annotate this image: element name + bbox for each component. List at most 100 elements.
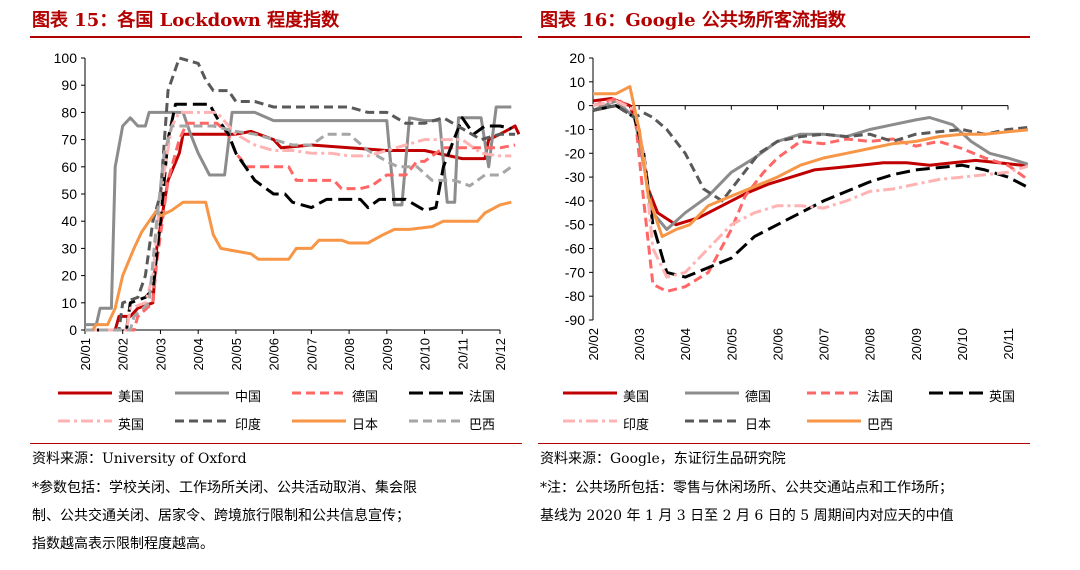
chart-title: 图表 16：Google 公共场所客流指数 (540, 10, 846, 31)
source-rule (30, 443, 522, 444)
y-tick-label: -80 (565, 288, 585, 304)
x-tick-label: 20/04 (678, 328, 693, 361)
y-tick-label: -20 (565, 145, 585, 161)
legend-swatch (292, 391, 346, 395)
x-tick-label: 20/09 (380, 338, 395, 371)
x-tick-label: 20/12 (493, 338, 508, 371)
legend-label: 日本 (352, 418, 379, 433)
x-tick-label: 20/02 (586, 328, 601, 361)
legend-label: 巴西 (867, 418, 894, 433)
source-note: 资料来源：Google，东证衍生品研究院 (540, 451, 786, 467)
y-tick-label: -50 (565, 217, 585, 233)
legend-label: 法国 (867, 390, 894, 405)
y-tick-label: -90 (565, 312, 585, 328)
y-tick-label: 70 (61, 132, 77, 148)
series-line-2 (85, 121, 516, 332)
legend-swatch (175, 391, 229, 395)
series-line-5 (592, 104, 1028, 203)
y-tick-label: 60 (61, 159, 77, 175)
footnote-line-2: 基线为 2020 年 1 月 3 日至 2 月 6 日的 5 周期间内对应天的中… (540, 508, 954, 524)
title-rule (538, 36, 1030, 38)
x-tick-label: 20/03 (632, 328, 647, 361)
y-tick-label: -60 (565, 241, 585, 257)
footnote-line-3: 指数越高表示限制程度越高。 (32, 536, 214, 552)
y-tick-label: -70 (565, 264, 585, 280)
y-tick-label: 50 (61, 186, 77, 202)
source-rule (538, 443, 1030, 444)
x-tick-label: 20/07 (817, 328, 832, 361)
footnote-line-1: *注：公共场所包括：零售与休闲场所、公共交通站点和工作场所； (540, 480, 953, 496)
series-line-4 (592, 99, 1028, 279)
x-tick-label: 20/06 (267, 338, 282, 371)
x-tick-label: 20/05 (229, 338, 244, 371)
y-tick-label: -10 (565, 121, 585, 137)
series-line-0 (85, 124, 520, 332)
y-tick-label: -40 (565, 193, 585, 209)
y-tick-label: 40 (61, 213, 77, 229)
legend-swatch (563, 419, 617, 423)
legend-label: 印度 (235, 418, 262, 433)
legend-swatch (807, 391, 861, 395)
legend-label: 美国 (118, 390, 145, 405)
legend-label: 美国 (623, 390, 650, 405)
lockdown-chart-panel: 图表 15：各国 Lockdown 程度指数 0 10 20 30 40 50 60 70 80… (30, 0, 530, 570)
chart-title: 图表 15：各国 Lockdown 程度指数 (32, 10, 340, 31)
series-line-1 (85, 105, 512, 327)
x-tick-label: 20/10 (955, 328, 970, 361)
legend-swatch (58, 419, 112, 423)
legend-swatch (292, 419, 346, 423)
legend-swatch (409, 419, 463, 423)
y-tick-label: 20 (61, 268, 77, 284)
y-tick-label: 80 (61, 104, 77, 120)
x-tick-label: 20/06 (770, 328, 785, 361)
legend-label: 英国 (118, 418, 145, 433)
legend-swatch (685, 391, 739, 395)
legend-label: 中国 (235, 390, 262, 405)
x-tick-label: 20/04 (191, 338, 206, 371)
y-tick-label: -30 (565, 169, 585, 185)
y-tick-label: 0 (577, 98, 585, 114)
x-tick-label: 20/11 (1001, 328, 1016, 360)
y-tick-label: 100 (54, 50, 78, 66)
legend-swatch (409, 391, 463, 395)
series-line-6 (593, 85, 1028, 239)
mobility-line-chart: -90 -80 -70 -60 -50 -40 -30 -20 -10 0 10 20 20/02 20/… (565, 50, 1028, 361)
x-tick-label: 20/11 (455, 338, 470, 370)
x-tick-label: 20/07 (304, 338, 319, 371)
legend-label: 德国 (352, 390, 379, 405)
legend-swatch (175, 419, 229, 423)
x-tick-label: 20/05 (724, 328, 739, 361)
legend-label: 巴西 (469, 418, 496, 433)
series-line-6 (85, 200, 512, 332)
y-tick-label: 90 (61, 77, 77, 93)
legend-label: 法国 (469, 390, 496, 405)
footnote-line-2: 制、公共交通关闭、居家令、跨境旅行限制和公共信息宣传； (32, 508, 410, 524)
lockdown-line-chart: 0 10 20 30 40 50 60 70 80 90 100 20/01 20/02 20/03 20/… (54, 50, 520, 371)
x-tick-label: 20/08 (342, 338, 357, 371)
title-rule (30, 36, 522, 38)
legend-label: 印度 (623, 418, 650, 433)
legend-label: 英国 (989, 390, 1016, 405)
legend-label: 日本 (745, 418, 772, 433)
legend-label: 德国 (745, 390, 772, 405)
y-tick-label: 30 (61, 240, 77, 256)
footnote-line-1: *参数包括：学校关闭、工作场所关闭、公共活动取消、集会限 (32, 480, 417, 496)
series-line-3 (592, 104, 1028, 279)
legend-swatch (563, 391, 617, 395)
series-line-3 (85, 102, 512, 332)
x-tick-label: 20/01 (78, 338, 93, 371)
x-tick-label: 20/08 (863, 328, 878, 361)
legend-swatch (807, 419, 861, 423)
series-line-4 (85, 110, 512, 332)
mobility-chart-panel: 图表 16：Google 公共场所客流指数 -90 -80 -70 -60 -50 -40… (538, 0, 1038, 570)
y-tick-label: 10 (61, 295, 77, 311)
legend-swatch (58, 391, 112, 395)
x-tick-label: 20/02 (116, 338, 131, 371)
legend-swatch (929, 391, 983, 395)
series-line-2 (592, 97, 1028, 293)
x-tick-label: 20/03 (153, 338, 168, 371)
source-note: 资料来源：University of Oxford (32, 451, 247, 467)
y-tick-label: 10 (569, 74, 585, 90)
x-tick-label: 20/10 (418, 338, 433, 371)
x-tick-label: 20/09 (909, 328, 924, 361)
